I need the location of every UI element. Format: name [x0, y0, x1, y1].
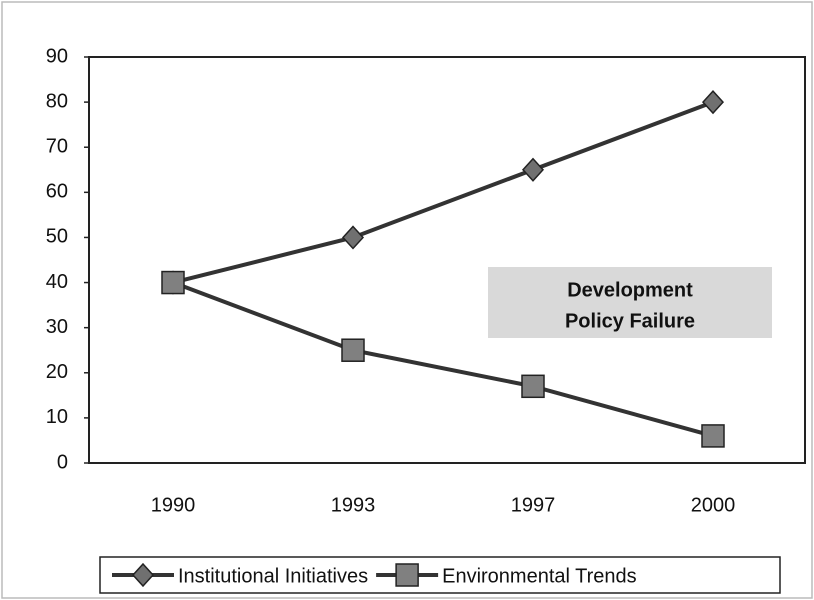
data-point [521, 374, 545, 399]
legend-label: Environmental Trends [442, 565, 637, 587]
annotation: Development [567, 279, 693, 301]
series-line [172, 280, 714, 438]
data-point [701, 89, 725, 115]
y-tick-label: 70 [46, 136, 68, 158]
x-tick-label: 1990 [151, 494, 196, 516]
x-tick-label: 1997 [511, 494, 556, 516]
y-tick-label: 10 [46, 406, 68, 428]
legend-box [99, 556, 781, 594]
y-tick-label: 50 [46, 226, 68, 248]
legend-label: Institutional Initiatives [178, 565, 368, 587]
data-point [701, 424, 725, 448]
y-tick-label: 20 [46, 361, 68, 383]
y-tick-label: 30 [46, 316, 68, 338]
annotation-box [488, 267, 772, 338]
annotation: Policy Failure [565, 310, 695, 332]
data-point [341, 338, 365, 362]
y-tick-label: 60 [46, 181, 68, 203]
plot-area [88, 56, 806, 464]
legend-marker [395, 563, 419, 587]
y-tick-label: 40 [46, 271, 68, 293]
y-tick-label: 80 [46, 90, 68, 112]
x-tick-label: 2000 [691, 494, 736, 516]
x-tick-label: 1993 [331, 494, 376, 516]
series-line [172, 100, 714, 285]
y-tick-label: 0 [57, 451, 68, 473]
data-point [161, 270, 185, 295]
legend-marker [131, 562, 155, 588]
data-point [341, 225, 365, 250]
data-point [521, 157, 545, 182]
y-tick-label: 90 [46, 45, 68, 67]
